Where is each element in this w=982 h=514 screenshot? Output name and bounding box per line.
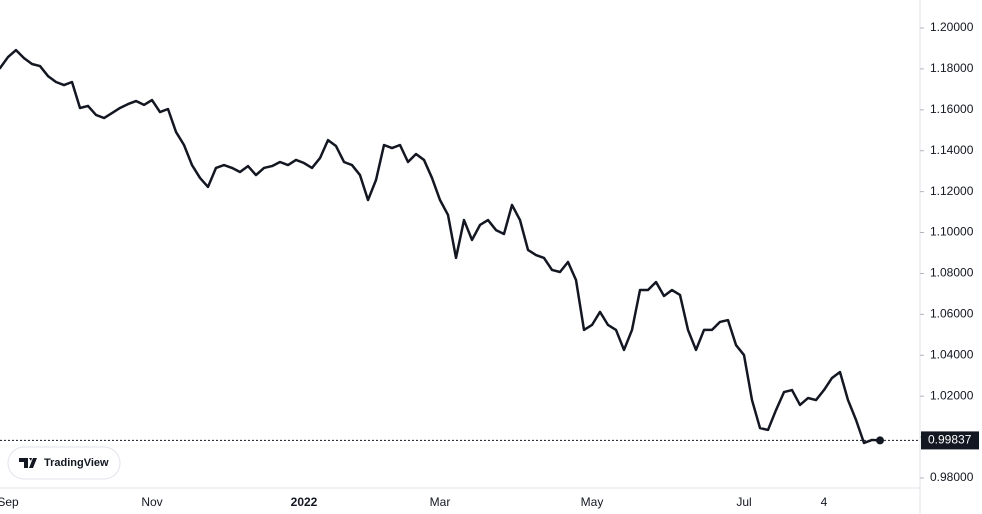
x-tick-label: 2022 (291, 495, 318, 509)
logo[interactable] (19, 458, 37, 468)
x-tick-label: Nov (141, 495, 162, 509)
y-tick-label: 1.18000 (930, 61, 974, 75)
watermark-text[interactable]: TradingView (44, 457, 109, 469)
x-tick-label: Jul (736, 495, 751, 509)
badge-frame[interactable] (7, 446, 121, 480)
y-tick-label: 1.20000 (930, 20, 974, 34)
y-tick-label: 1.10000 (930, 225, 974, 239)
y-tick-label: 1.06000 (930, 307, 974, 321)
last-price-label: 0.99837 (928, 433, 972, 447)
y-tick-label: 1.08000 (930, 266, 974, 280)
x-tick-label: May (581, 495, 604, 509)
last-price-box (921, 431, 979, 450)
y-tick-label: 1.16000 (930, 102, 974, 116)
y-tick-label: 1.14000 (930, 143, 974, 157)
x-tick-label: 4 (821, 495, 828, 509)
y-tick-label: 0.98000 (930, 470, 974, 484)
price-line (0, 48, 882, 445)
watermark-badge[interactable]: TradingView (7, 446, 121, 480)
y-tick-label: 1.02000 (930, 388, 974, 402)
x-tick-label: Mar (430, 495, 451, 509)
y-tick-label: 1.12000 (930, 184, 974, 198)
x-tick-label: Sep (0, 495, 19, 509)
y-tick-label: 1.04000 (930, 347, 974, 361)
